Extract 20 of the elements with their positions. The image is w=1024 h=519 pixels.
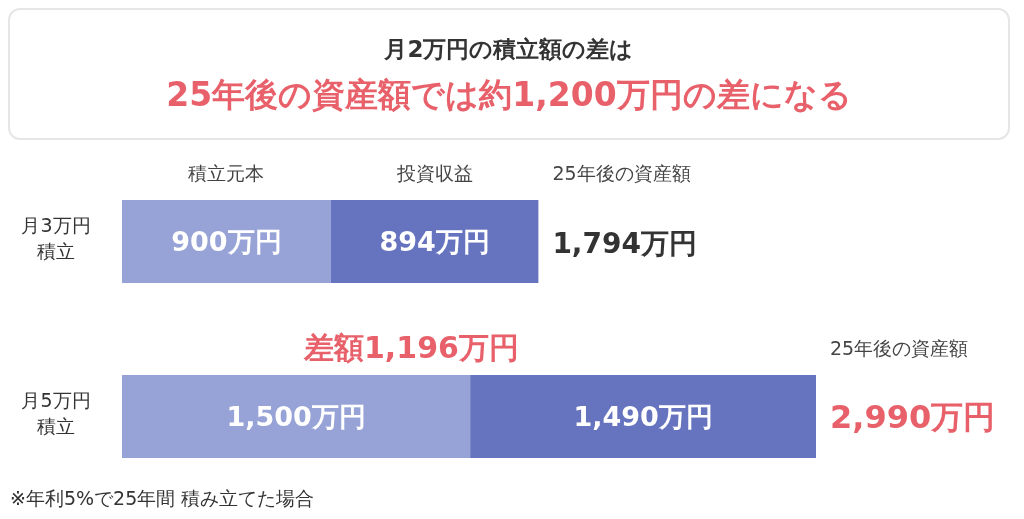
annotation: 25年後の資産額 <box>552 162 691 184</box>
text: 25年後の資産額 <box>830 337 969 359</box>
bar <box>122 200 331 283</box>
annotation: ※年利5%で25年間 積み立てた場合 <box>10 486 315 511</box>
chart-subtitle: 25年後の資産額では約1,200万円の差になる <box>165 74 853 116</box>
series-label: 投資収益 <box>395 162 473 184</box>
data-label: 900万円 <box>171 225 282 257</box>
bar <box>470 375 816 458</box>
data-label: 894万円 <box>379 225 490 257</box>
data-label: 1,500万円 <box>226 400 366 432</box>
chart-title: 月2万円の積立額の差は <box>383 35 635 64</box>
y-tick-label: 月5万円積立 <box>20 387 92 439</box>
series-label: 積立元本 <box>188 162 265 184</box>
total-label: 2,990万円 <box>830 397 996 436</box>
y-tick-label: 月3万円積立 <box>20 212 92 264</box>
bar <box>330 200 539 283</box>
data-label: 1,490万円 <box>573 400 713 432</box>
bar <box>122 375 471 458</box>
total-label: 1,794万円 <box>552 226 697 260</box>
annotation: 差額1,196万円 <box>304 329 519 367</box>
